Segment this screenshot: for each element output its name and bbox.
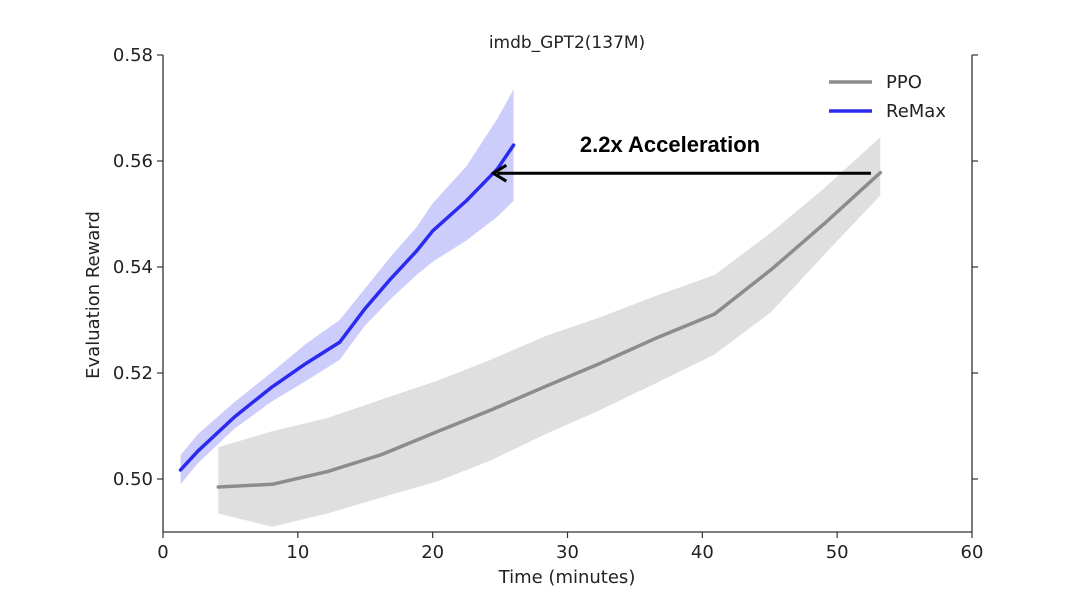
band-ppo [218,137,881,527]
y-tick-label: 0.58 [113,45,153,66]
x-tick-label: 20 [421,542,444,563]
legend: PPO ReMax [829,72,946,122]
x-tick-label: 40 [691,542,714,563]
y-tick-label: 0.56 [113,151,153,172]
y-tick-label: 0.50 [113,469,153,490]
legend-label-remax: ReMax [886,101,946,122]
legend-label-ppo: PPO [886,72,922,93]
ticks: 0 10 20 30 40 50 60 0.50 0.52 0.54 0.56 0.58 [113,45,984,563]
band-remax [180,89,514,485]
x-tick-label: 60 [961,542,984,563]
annotations: 2.2x Acceleration [490,132,871,183]
x-tick-label: 0 [157,542,168,563]
series-lines [178,143,883,489]
x-tick-label: 30 [556,542,579,563]
confidence-bands [180,89,881,527]
x-tick-label: 10 [286,542,309,563]
y-tick-label: 0.52 [113,363,153,384]
acceleration-annotation: 2.2x Acceleration [580,132,760,157]
acceleration-arrow-head [490,163,508,183]
y-axis-label: Evaluation Reward [83,211,104,379]
x-axis-label: Time (minutes) [498,567,636,588]
chart-title: imdb_GPT2(137M) [489,33,645,53]
y-tick-label: 0.54 [113,257,153,278]
x-tick-label: 50 [826,542,849,563]
